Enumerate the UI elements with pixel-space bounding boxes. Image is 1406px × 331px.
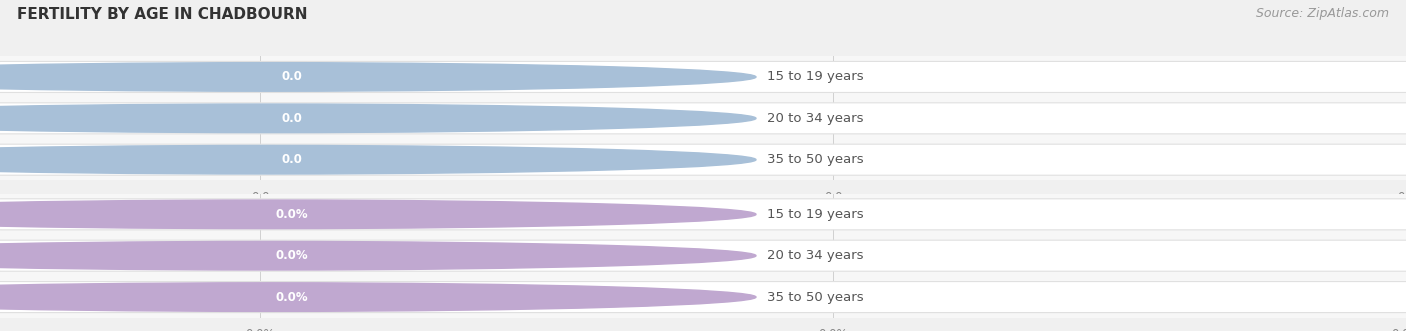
FancyBboxPatch shape bbox=[245, 286, 339, 308]
FancyBboxPatch shape bbox=[245, 108, 339, 129]
Text: 0.0%: 0.0% bbox=[276, 208, 308, 221]
FancyBboxPatch shape bbox=[245, 245, 339, 266]
Circle shape bbox=[0, 200, 756, 229]
Text: 15 to 19 years: 15 to 19 years bbox=[768, 208, 863, 221]
Text: 0.0: 0.0 bbox=[281, 71, 302, 83]
Text: 0.0%: 0.0% bbox=[1391, 328, 1406, 331]
Text: 0.0: 0.0 bbox=[1396, 191, 1406, 204]
Text: 35 to 50 years: 35 to 50 years bbox=[768, 291, 863, 304]
Text: Source: ZipAtlas.com: Source: ZipAtlas.com bbox=[1256, 7, 1389, 20]
Text: 20 to 34 years: 20 to 34 years bbox=[768, 249, 863, 262]
Text: 35 to 50 years: 35 to 50 years bbox=[768, 153, 863, 166]
FancyBboxPatch shape bbox=[245, 149, 339, 170]
Circle shape bbox=[0, 104, 756, 133]
Circle shape bbox=[0, 63, 756, 91]
Circle shape bbox=[0, 283, 756, 311]
FancyBboxPatch shape bbox=[245, 66, 339, 88]
Text: 0.0%: 0.0% bbox=[276, 249, 308, 262]
Text: 0.0%: 0.0% bbox=[245, 328, 276, 331]
Text: 0.0%: 0.0% bbox=[818, 328, 848, 331]
Text: 0.0%: 0.0% bbox=[276, 291, 308, 304]
Text: 0.0: 0.0 bbox=[250, 191, 270, 204]
FancyBboxPatch shape bbox=[0, 62, 1406, 92]
Text: 15 to 19 years: 15 to 19 years bbox=[768, 71, 863, 83]
Text: 0.0: 0.0 bbox=[824, 191, 842, 204]
Text: 20 to 34 years: 20 to 34 years bbox=[768, 112, 863, 125]
FancyBboxPatch shape bbox=[0, 240, 1406, 271]
FancyBboxPatch shape bbox=[245, 204, 339, 225]
FancyBboxPatch shape bbox=[0, 103, 1406, 134]
Circle shape bbox=[0, 145, 756, 174]
FancyBboxPatch shape bbox=[0, 199, 1406, 230]
Text: FERTILITY BY AGE IN CHADBOURN: FERTILITY BY AGE IN CHADBOURN bbox=[17, 7, 308, 22]
FancyBboxPatch shape bbox=[0, 282, 1406, 312]
Text: 0.0: 0.0 bbox=[281, 112, 302, 125]
Circle shape bbox=[0, 241, 756, 270]
Text: 0.0: 0.0 bbox=[281, 153, 302, 166]
FancyBboxPatch shape bbox=[0, 144, 1406, 175]
